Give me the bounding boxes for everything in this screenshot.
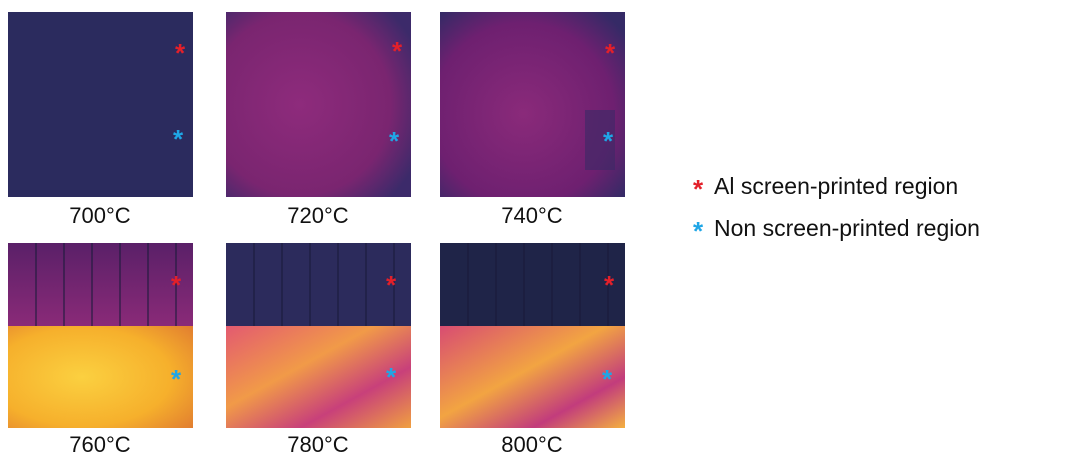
non-marker: * — [386, 362, 397, 392]
al-marker: * — [175, 38, 186, 68]
al-marker: * — [386, 270, 397, 300]
busbars — [467, 243, 609, 326]
pl-image-top — [440, 243, 625, 326]
pl-image-bottom — [440, 326, 625, 428]
panel-label: 800°C — [501, 432, 563, 457]
pl-image — [8, 12, 193, 197]
non-marker: * — [603, 126, 614, 156]
al-marker: * — [604, 270, 615, 300]
pl-image-bottom — [226, 326, 411, 428]
pl-image-top — [8, 243, 193, 326]
al-marker: * — [392, 36, 403, 66]
dark-patch — [585, 110, 615, 170]
pl-image-top — [226, 243, 411, 326]
legend-marker: * — [693, 174, 704, 204]
busbars — [253, 243, 395, 326]
pl-image — [226, 12, 411, 197]
panel-label: 740°C — [501, 203, 563, 228]
non-marker: * — [389, 126, 400, 156]
pl-image-bottom — [8, 326, 193, 428]
non-marker: * — [602, 364, 613, 394]
legend: * Al screen-printed region * Non screen-… — [693, 173, 980, 246]
non-marker: * — [173, 124, 184, 154]
non-marker: * — [171, 364, 182, 394]
panel-label: 720°C — [287, 203, 349, 228]
al-marker: * — [171, 270, 182, 300]
legend-text: Non screen-printed region — [714, 215, 980, 241]
busbars — [35, 243, 177, 326]
legend-marker: * — [693, 216, 704, 246]
panel-label: 700°C — [69, 203, 131, 228]
legend-text: Al screen-printed region — [714, 173, 958, 199]
panel-label: 760°C — [69, 432, 131, 457]
al-marker: * — [605, 38, 616, 68]
panel-label: 780°C — [287, 432, 349, 457]
